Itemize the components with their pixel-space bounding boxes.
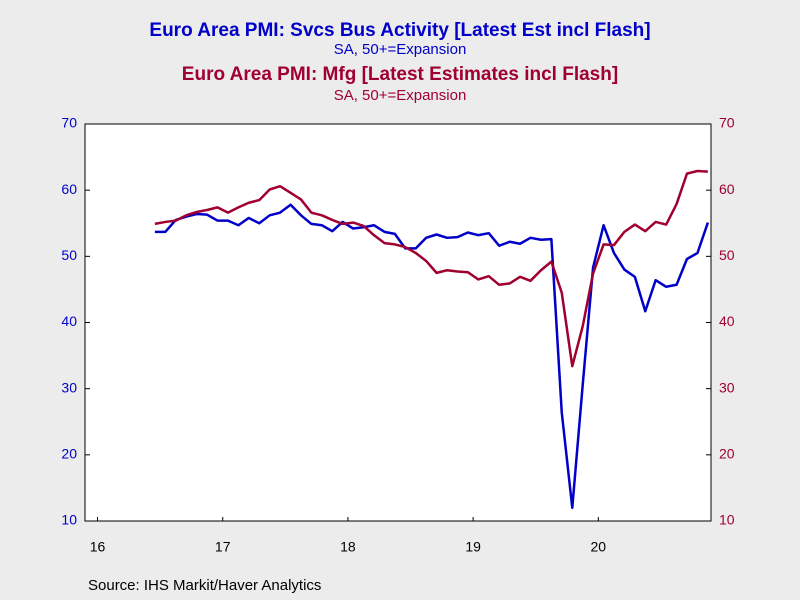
- y-tick-label: 70: [61, 115, 77, 131]
- subtitle-2: SA, 50+=Expansion: [334, 87, 467, 104]
- x-tick-label: 19: [465, 539, 481, 555]
- y-tick-label: 10: [61, 512, 77, 528]
- y-tick-label: 20: [61, 446, 77, 462]
- y2-tick-label: 60: [719, 181, 735, 197]
- source: Source: IHS Markit/Haver Analytics: [88, 577, 321, 594]
- y2-tick-label: 30: [719, 379, 735, 395]
- plot-area: [84, 123, 712, 522]
- y-tick-label: 40: [61, 313, 77, 329]
- y2-tick-label: 40: [719, 313, 735, 329]
- subtitle-1: SA, 50+=Expansion: [334, 41, 467, 58]
- x-tick-label: 17: [215, 539, 231, 555]
- y2-tick-label: 50: [719, 247, 735, 263]
- x-tick-label: 18: [340, 539, 356, 555]
- title-1: Euro Area PMI: Svcs Bus Activity [Latest…: [149, 20, 650, 41]
- y-tick-label: 60: [61, 181, 77, 197]
- series-line: [154, 203, 710, 510]
- y-tick-label: 30: [61, 379, 77, 395]
- y2-tick-label: 10: [719, 512, 735, 528]
- series-line: [154, 169, 708, 368]
- y2-tick-label: 20: [719, 446, 735, 462]
- x-tick-label: 20: [591, 539, 607, 555]
- y2-tick-label: 70: [719, 115, 735, 131]
- x-tick-label: 16: [90, 539, 106, 555]
- title-2: Euro Area PMI: Mfg [Latest Estimates inc…: [182, 64, 618, 85]
- y-tick-label: 50: [61, 247, 77, 263]
